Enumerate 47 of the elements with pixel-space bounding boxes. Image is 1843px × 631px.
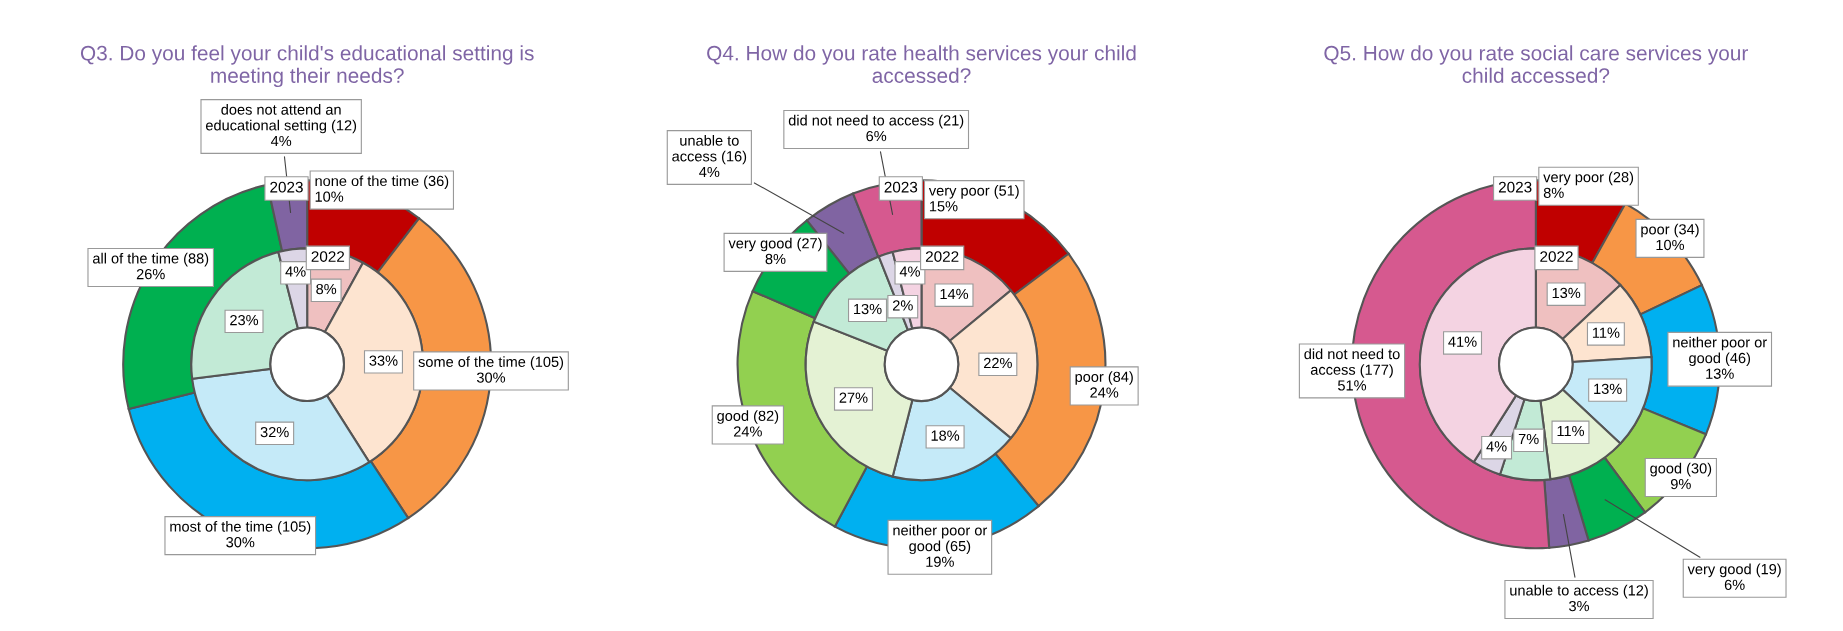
slice-label: poor (34) 10%: [1641, 223, 1699, 251]
data-label: 11%: [1557, 425, 1585, 437]
data-label: 4%: [285, 266, 306, 277]
chart-title: Q4. How do you rate health services your child accessed?: [707, 45, 1136, 83]
data-label: 4%: [899, 266, 920, 277]
data-label: 7%: [1518, 433, 1539, 445]
slice-label: some of the time (105) 30%: [418, 356, 564, 383]
slice-label: 2022: [925, 251, 959, 262]
slice-label: none of the time (36) 10%: [315, 175, 449, 202]
slice-label: good (82) 24%: [717, 410, 779, 437]
slice-label: neither poor or good (46) 13%: [1673, 336, 1767, 379]
slice-label: very poor (51) 15%: [928, 185, 1019, 212]
data-label: 11%: [1592, 327, 1620, 338]
slice-label: poor (84) 24%: [1075, 371, 1133, 398]
data-label: 32%: [260, 426, 289, 438]
data-label: 13%: [1594, 383, 1622, 395]
slice-label: very good (19) 6%: [1687, 563, 1781, 590]
slice-label: very good (27) 8%: [728, 237, 822, 265]
slice-label: all of the time (88) 26%: [92, 252, 209, 280]
data-label: 23%: [230, 314, 259, 326]
slice-label: most of the time (105) 30%: [170, 520, 311, 548]
slice-label: does not attend an educational setting (12) 4%: [205, 104, 357, 147]
data-label: 18%: [931, 430, 960, 441]
chart-title: Q5. How do you rate social care services your child accessed?: [1324, 45, 1748, 83]
data-label: 33%: [369, 355, 398, 366]
slice-label: 2023: [270, 181, 303, 193]
data-label: 22%: [983, 357, 1012, 369]
slice-label: 2023: [884, 181, 918, 193]
data-label: 4%: [1486, 441, 1507, 452]
chart-title: Q3. Do you feel your child's educational setting is meeting their needs?: [80, 45, 534, 88]
slice-label: 2022: [311, 251, 345, 262]
slice-label: did not need to access (177) 51%: [1304, 348, 1400, 391]
slice-label: 2022: [1540, 251, 1573, 262]
data-label: 2%: [892, 300, 913, 311]
data-label: 13%: [854, 303, 882, 315]
data-label: 13%: [1552, 287, 1581, 299]
slice-label: neither poor or good (65) 19%: [893, 524, 988, 567]
slice-label: 2023: [1498, 181, 1532, 193]
data-label: 14%: [940, 288, 969, 300]
slice-label: unable to access (16) 4%: [672, 135, 747, 178]
data-label: 27%: [839, 392, 868, 403]
slice-label: did not need to access (21) 6%: [788, 114, 964, 142]
slice-label: good (30) 9%: [1650, 462, 1712, 490]
slice-label: unable to access (12) 3%: [1510, 584, 1648, 612]
data-label: 8%: [316, 283, 337, 295]
data-label: 41%: [1448, 336, 1477, 347]
slice-label: very poor (28) 8%: [1543, 171, 1634, 198]
